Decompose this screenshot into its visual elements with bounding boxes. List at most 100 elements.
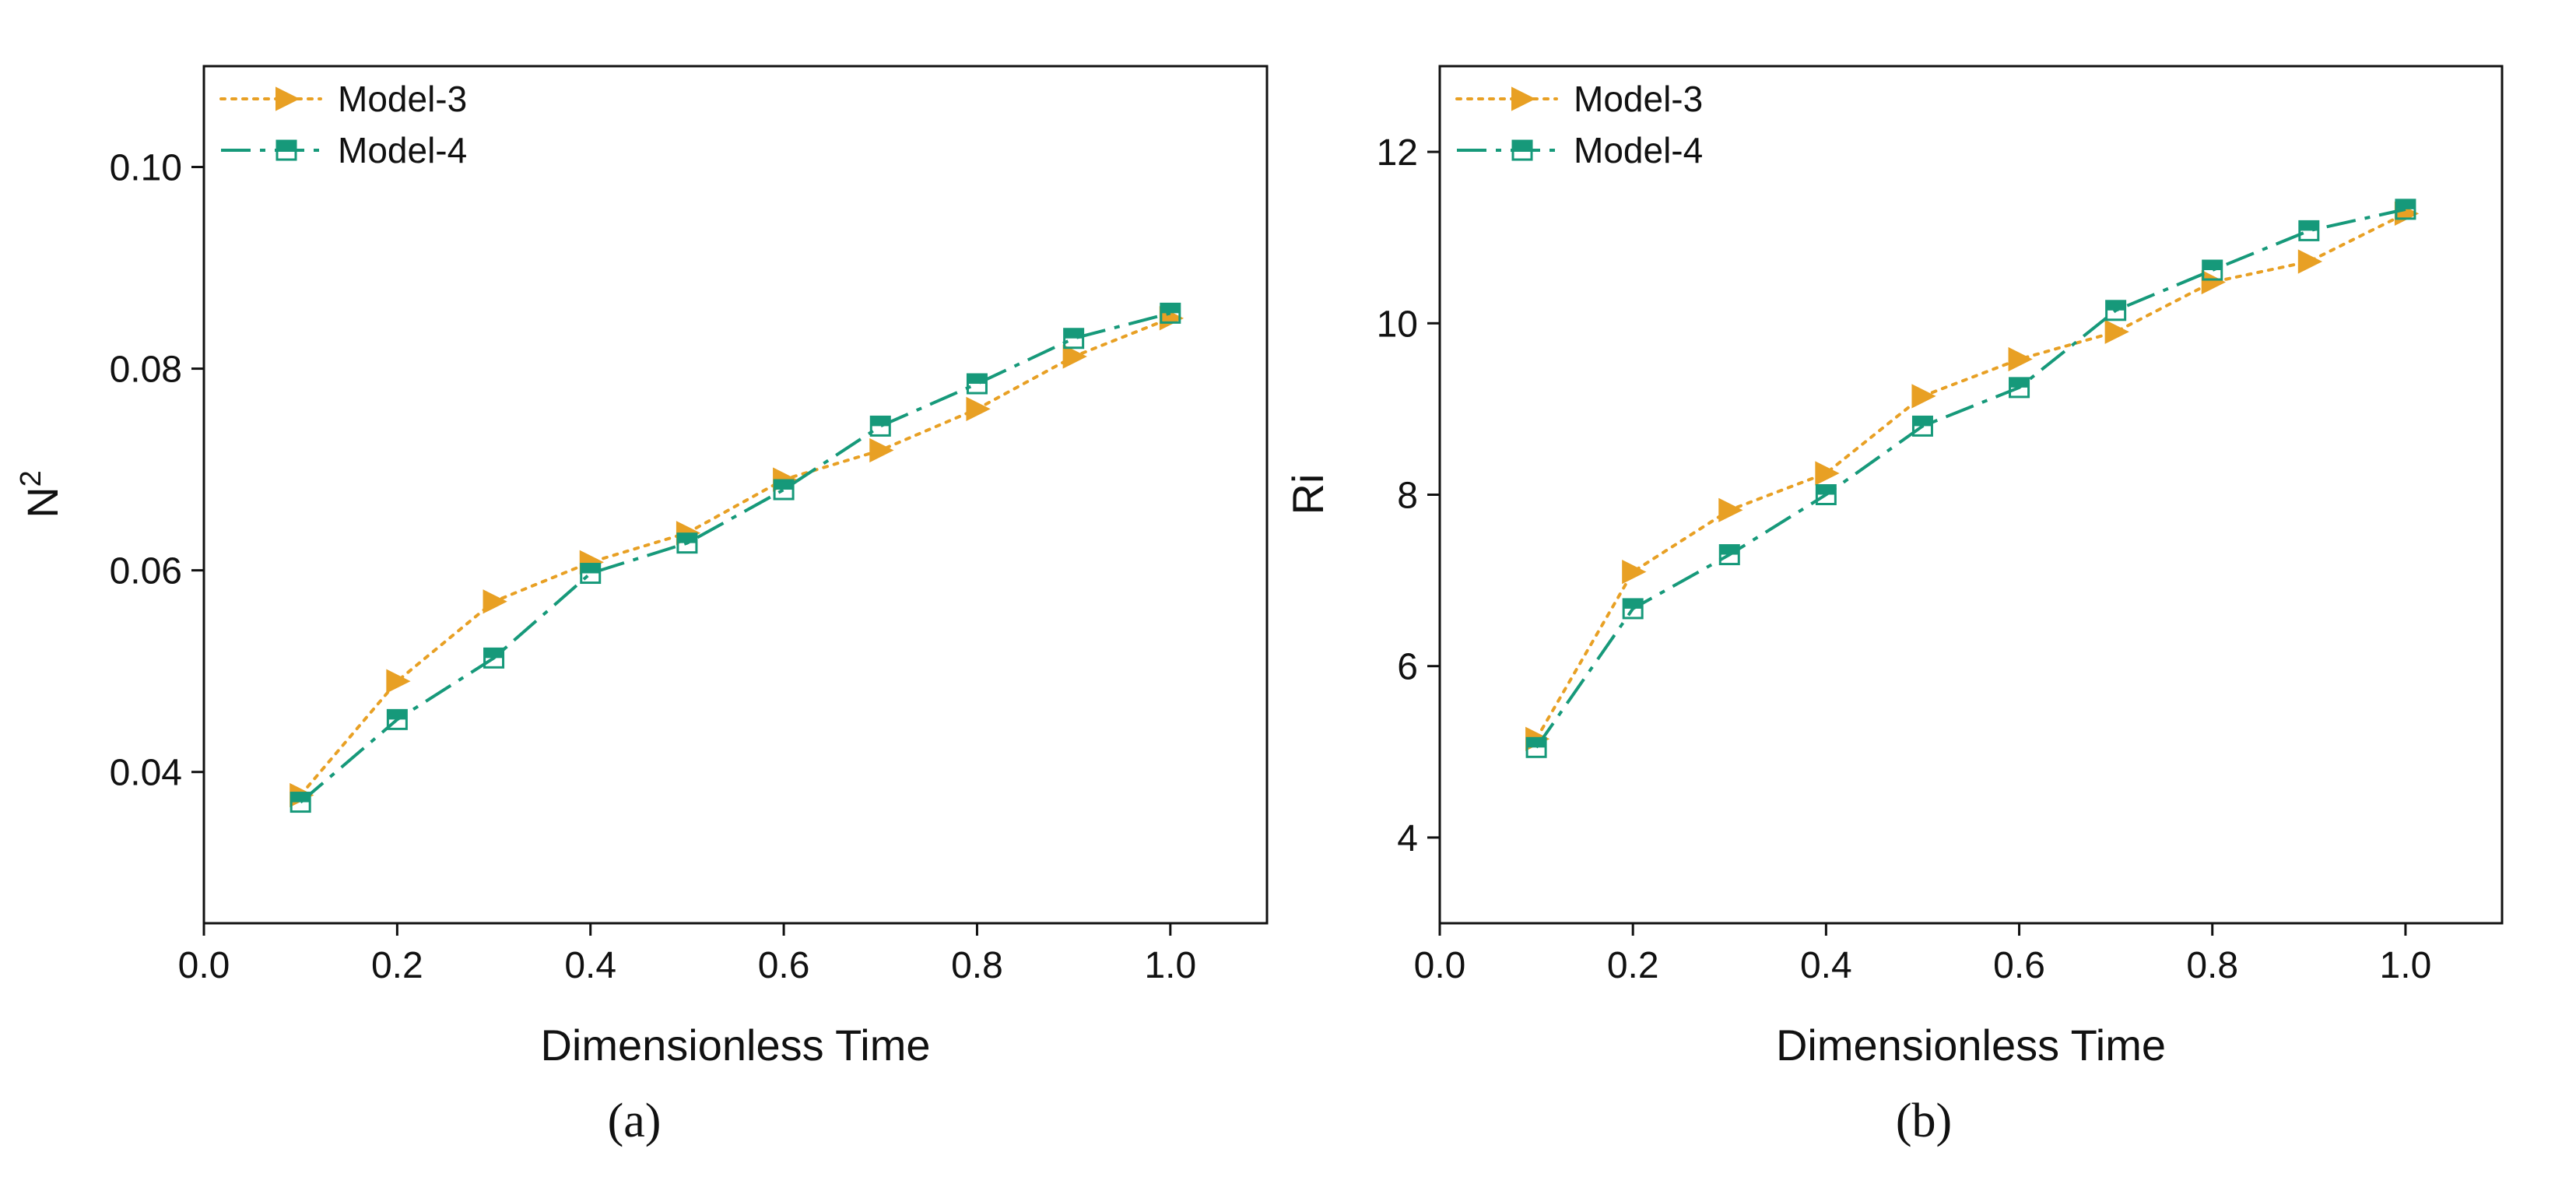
data-point-model-4-outline [580,563,602,585]
data-point-model-4 [1622,598,1644,620]
data-point-model-3 [2008,346,2033,372]
data-point-model-4 [2395,199,2416,220]
data-point-model-4 [1911,415,1933,437]
data-point-model-4-fill [581,564,600,574]
y-tick-label: 0.08 [110,350,182,391]
data-point-model-3 [966,396,991,422]
data-point-model-4 [676,532,698,554]
y-tick-label: 6 [1397,647,1418,688]
legend: Model-3 Model-4 [219,79,467,170]
legend-label-model-4: Model-4 [338,130,467,170]
data-point-model-4-fill [388,710,407,720]
x-tick-label: 0.6 [1993,945,2045,986]
x-tick-label: 0.0 [1414,945,1466,986]
data-point-model-4 [869,415,891,437]
series-line-model-3 [1535,212,2407,741]
data-point-model-4 [966,373,988,395]
data-point-model-4 [483,647,505,669]
data-point-model-4-fill [1160,304,1180,314]
data-point-model-4-fill [774,480,794,490]
data-point-model-3 [2297,249,2323,274]
data-point-model-3 [483,589,507,614]
chart-panel-b: 0.0 0.2 0.4 0.6 0.8 1.0 4 6 8 10 12 Dimensionless T… [1283,65,2504,1147]
legend-marker-model-4-fill [1513,141,1532,150]
data-point-model-4-fill [2106,300,2125,311]
x-tick-label: 1.0 [1144,945,1196,986]
x-tick-label: 1.0 [2380,945,2432,986]
legend-marker-model-4-outline [275,139,297,161]
legend-marker-model-3 [275,86,300,111]
data-point-model-4-outline [773,479,795,501]
x-tick-label: 0.6 [758,945,810,986]
data-point-model-4-fill [484,648,504,659]
data-point-model-4-fill [1913,416,1932,427]
x-tick-label: 0.2 [1607,945,1659,986]
x-axis-title: Dimensionless Time [1776,1021,2166,1070]
x-tick-label: 0.4 [564,945,616,986]
data-point-model-4-outline [1911,415,1933,437]
legend-label-model-3: Model-3 [1574,79,1703,119]
y-tick-label: 12 [1377,132,1418,174]
data-point-model-4 [386,708,408,730]
data-point-model-4-fill [1816,485,1836,495]
y-axis-title-base: Ri [1283,474,1332,515]
panel-caption: (a) [608,1094,662,1147]
data-point-model-4-fill [2299,221,2318,231]
data-point-model-4-outline [1718,544,1740,566]
chart-panel-a: 0.0 0.2 0.4 0.6 0.8 1.0 0.04 0.06 0.08 0.10 Dimens… [15,65,1269,1147]
data-point-model-4 [1815,484,1837,505]
data-point-model-4-outline [1063,328,1085,350]
data-point-model-4-outline [290,792,311,813]
y-tick-label: 0.06 [110,551,182,592]
data-point-model-4-outline [386,708,408,730]
x-tick-label: 0.0 [178,945,230,986]
x-tick-label: 0.8 [2186,945,2238,986]
data-point-model-4-outline [2202,259,2223,281]
legend: Model-3 Model-4 [1455,79,1703,170]
data-point-model-3 [1815,461,1840,486]
data-point-model-3 [386,669,411,694]
data-point-model-4-outline [2395,199,2416,220]
data-point-model-4-outline [2105,300,2127,321]
legend-marker-model-4 [1511,139,1533,161]
legend-label-model-4: Model-4 [1574,130,1703,170]
y-tick-label: 4 [1397,818,1418,859]
data-point-model-4 [2009,377,2030,399]
y-tick-label: 0.10 [110,148,182,189]
series-line-model-4 [1535,207,2406,749]
data-point-model-4-fill [967,374,987,385]
panel-caption: (b) [1896,1094,1952,1147]
data-point-model-4-outline [1525,736,1547,758]
data-point-model-4 [1718,544,1740,566]
y-tick-label: 0.04 [110,753,182,794]
data-point-model-4-fill [871,416,890,427]
data-point-model-4-fill [1527,738,1546,748]
y-axis-title-superscript: 2 [15,470,47,487]
x-tick-label: 0.2 [371,945,423,986]
data-point-model-4-fill [1623,599,1643,609]
data-point-model-4 [1160,302,1181,324]
data-point-model-4 [2298,220,2320,241]
data-point-model-4-outline [1815,484,1837,505]
x-tick-label: 0.4 [1800,945,1852,986]
data-point-model-4 [2202,259,2223,281]
data-point-model-4 [1063,328,1085,350]
series-line-model-3 [299,316,1172,797]
legend-marker-model-4-fill [277,141,296,150]
data-point-model-4 [1525,736,1547,758]
x-axis-title: Dimensionless Time [540,1021,930,1070]
data-point-model-4-fill [677,533,697,543]
y-axis-title: N2 [15,470,67,518]
data-point-model-4 [773,479,795,501]
data-point-model-4-fill [2009,378,2029,388]
data-point-model-4-outline [966,373,988,395]
data-point-model-4-outline [1160,302,1181,324]
legend-marker-model-3 [1511,86,1536,111]
data-point-model-4-outline [483,647,505,669]
data-point-model-3 [1911,384,1936,409]
data-point-model-3 [2201,269,2226,295]
data-point-model-3 [2104,319,2129,344]
plot-frame [202,65,1269,925]
legend-marker-model-4-outline [1511,139,1533,161]
y-axis-title: Ri [1283,474,1332,515]
